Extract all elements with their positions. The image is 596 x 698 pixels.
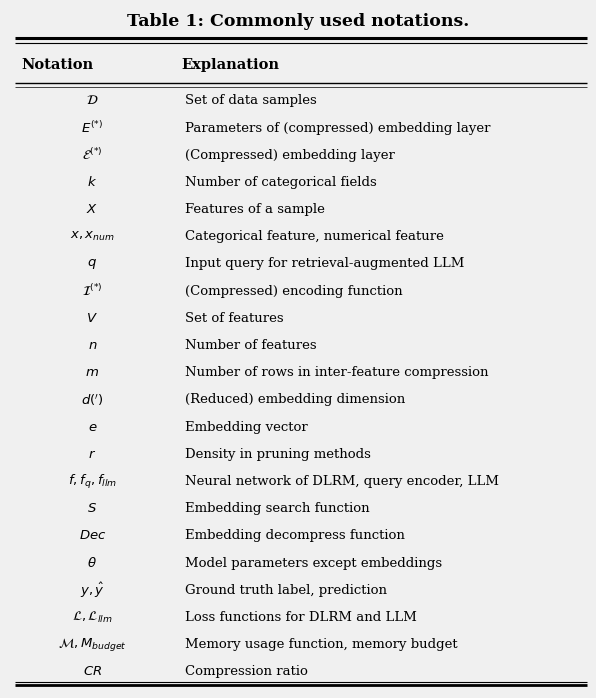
Text: $\mathcal{L}, \mathcal{L}_{llm}$: $\mathcal{L}, \mathcal{L}_{llm}$ xyxy=(72,610,113,625)
Text: $S$: $S$ xyxy=(88,502,97,515)
Text: Set of data samples: Set of data samples xyxy=(185,94,316,107)
Text: $d(')$: $d(')$ xyxy=(81,392,104,408)
Text: Compression ratio: Compression ratio xyxy=(185,665,308,678)
Text: Input query for retrieval-augmented LLM: Input query for retrieval-augmented LLM xyxy=(185,258,464,271)
Text: Number of rows in inter-feature compression: Number of rows in inter-feature compress… xyxy=(185,366,488,379)
Text: $CR$: $CR$ xyxy=(83,665,102,678)
Text: $\mathcal{I}^{(*)}$: $\mathcal{I}^{(*)}$ xyxy=(82,283,103,299)
Text: Embedding vector: Embedding vector xyxy=(185,421,308,433)
Text: Categorical feature, numerical feature: Categorical feature, numerical feature xyxy=(185,230,443,244)
Text: Parameters of (compressed) embedding layer: Parameters of (compressed) embedding lay… xyxy=(185,121,491,135)
Text: $n$: $n$ xyxy=(88,339,97,352)
Text: $m$: $m$ xyxy=(85,366,100,379)
Text: $q$: $q$ xyxy=(88,257,97,271)
Text: $r$: $r$ xyxy=(88,448,97,461)
Text: Neural network of DLRM, query encoder, LLM: Neural network of DLRM, query encoder, L… xyxy=(185,475,499,488)
Text: $X$: $X$ xyxy=(86,203,98,216)
Text: Memory usage function, memory budget: Memory usage function, memory budget xyxy=(185,638,457,651)
Text: $e$: $e$ xyxy=(88,421,97,433)
Text: Notation: Notation xyxy=(21,58,93,72)
Text: (Compressed) encoding function: (Compressed) encoding function xyxy=(185,285,402,297)
Text: $x, x_{num}$: $x, x_{num}$ xyxy=(70,230,115,244)
Text: Ground truth label, prediction: Ground truth label, prediction xyxy=(185,584,387,597)
Text: $\mathcal{E}^{(*)}$: $\mathcal{E}^{(*)}$ xyxy=(82,147,103,163)
Text: Loss functions for DLRM and LLM: Loss functions for DLRM and LLM xyxy=(185,611,417,624)
Text: Features of a sample: Features of a sample xyxy=(185,203,325,216)
Text: $k$: $k$ xyxy=(88,175,97,189)
Text: (Reduced) embedding dimension: (Reduced) embedding dimension xyxy=(185,394,405,406)
Text: (Compressed) embedding layer: (Compressed) embedding layer xyxy=(185,149,395,162)
Text: $f, f_q, f_{llm}$: $f, f_q, f_{llm}$ xyxy=(68,473,117,491)
Text: $\mathcal{M}, M_{budget}$: $\mathcal{M}, M_{budget}$ xyxy=(58,636,127,653)
Text: $\theta$: $\theta$ xyxy=(88,556,97,570)
Text: Embedding search function: Embedding search function xyxy=(185,502,370,515)
Text: $y, \hat{y}$: $y, \hat{y}$ xyxy=(80,581,105,600)
Text: Number of features: Number of features xyxy=(185,339,316,352)
Text: Set of features: Set of features xyxy=(185,312,283,325)
Text: $E^{(*)}$: $E^{(*)}$ xyxy=(81,120,104,136)
Text: Model parameters except embeddings: Model parameters except embeddings xyxy=(185,556,442,570)
Text: $Dec$: $Dec$ xyxy=(79,529,106,542)
Text: Density in pruning methods: Density in pruning methods xyxy=(185,448,371,461)
Text: $\mathcal{D}$: $\mathcal{D}$ xyxy=(86,94,98,107)
Text: Explanation: Explanation xyxy=(182,58,280,72)
Text: Number of categorical fields: Number of categorical fields xyxy=(185,176,377,189)
Text: Embedding decompress function: Embedding decompress function xyxy=(185,529,405,542)
Text: Table 1: Commonly used notations.: Table 1: Commonly used notations. xyxy=(127,13,469,29)
Text: $V$: $V$ xyxy=(86,312,98,325)
